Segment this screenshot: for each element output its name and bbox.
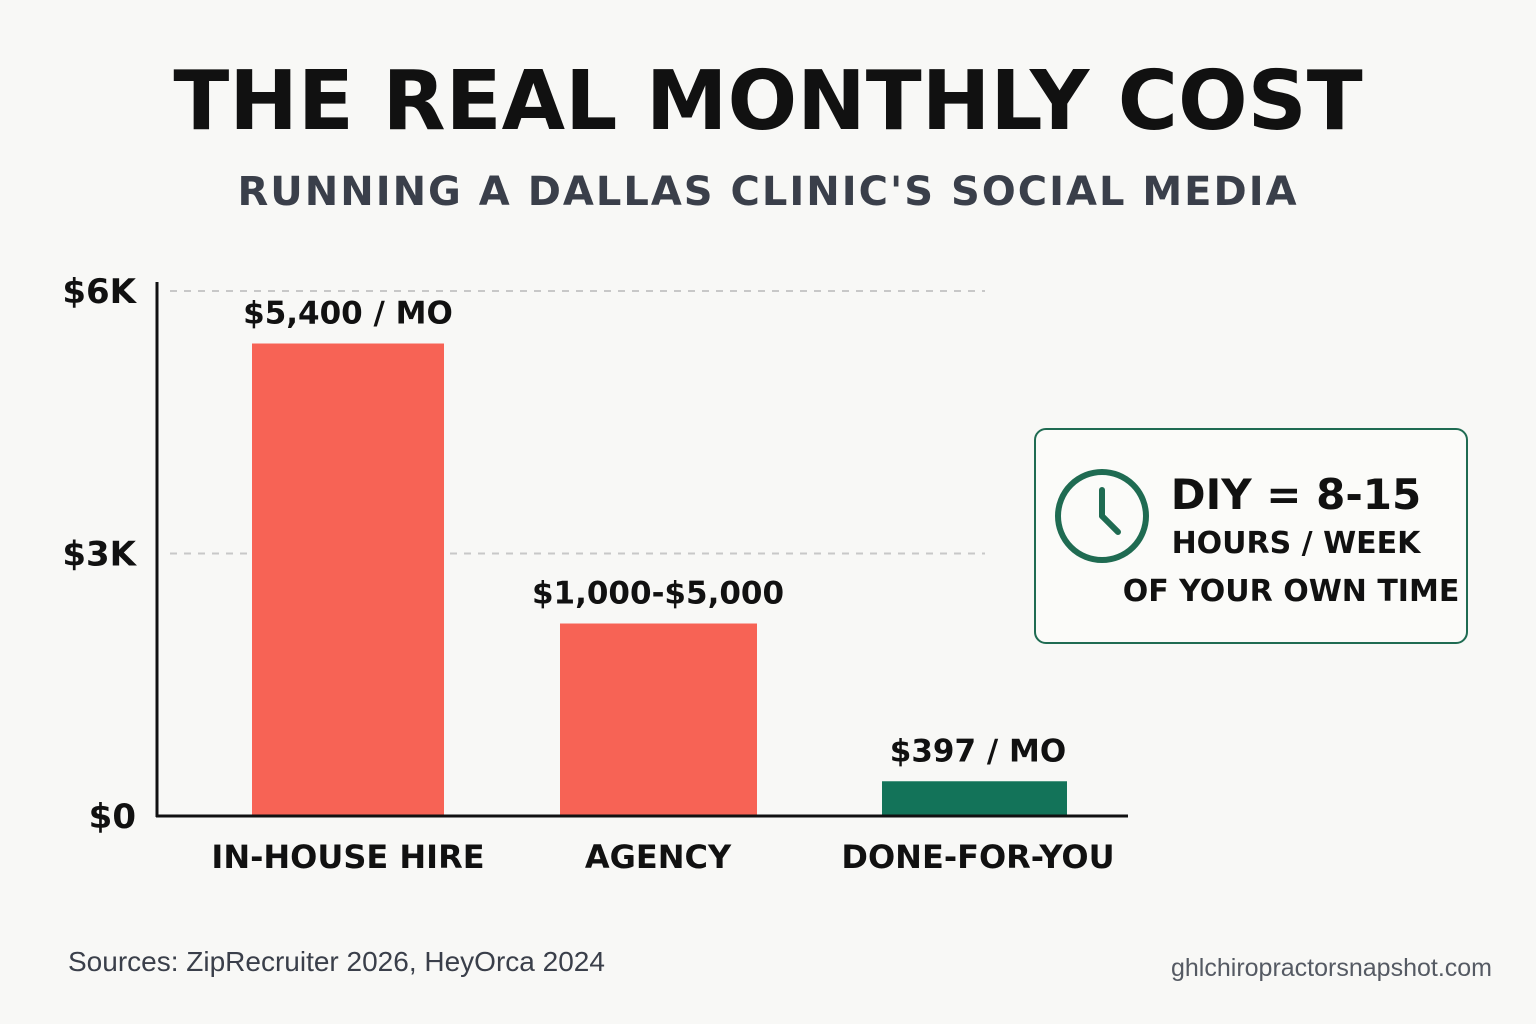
category-label: DONE-FOR-YOU [841,838,1114,876]
data-labels: $5,400 / MO $1,000-$5,000 $397 / MO [243,296,1066,770]
grid-lines [170,290,985,555]
y-tick-label: $3K [62,535,137,575]
callout-subline-2: OF YOUR OWN TIME [1122,574,1460,609]
bar-value-label: $5,400 / MO [243,296,453,332]
clock-icon [1055,469,1149,563]
bars [252,343,1067,816]
bar-value-label: $397 / MO [890,733,1066,769]
callout-headline: DIY = 8-15 [1170,470,1422,519]
y-tick-label: $6K [62,272,137,312]
site-url: ghlchiropractorsnapshot.com [1171,954,1492,982]
bar-in-house-hire [252,343,444,816]
bar-agency [560,623,757,816]
category-label: AGENCY [585,838,732,876]
page-title: THE REAL MONTHLY COST [173,54,1363,149]
sources-note: Sources: ZipRecruiter 2026, HeyOrca 2024 [68,946,605,977]
y-tick-label: $0 [89,797,136,837]
callout-subline: HOURS / WEEK [1171,526,1421,561]
bar-done-for-you [882,781,1067,816]
bar-value-label: $1,000-$5,000 [532,576,784,612]
diy-time-callout: DIY = 8-15 HOURS / WEEK OF YOUR OWN TIME [1034,428,1468,644]
y-axis-ticks: $0 $3K $6K [62,272,137,837]
category-labels: IN-HOUSE HIRE AGENCY DONE-FOR-YOU [211,838,1114,876]
category-label: IN-HOUSE HIRE [211,838,484,876]
page-subtitle: RUNNING A DALLAS CLINIC'S SOCIAL MEDIA [237,169,1299,215]
